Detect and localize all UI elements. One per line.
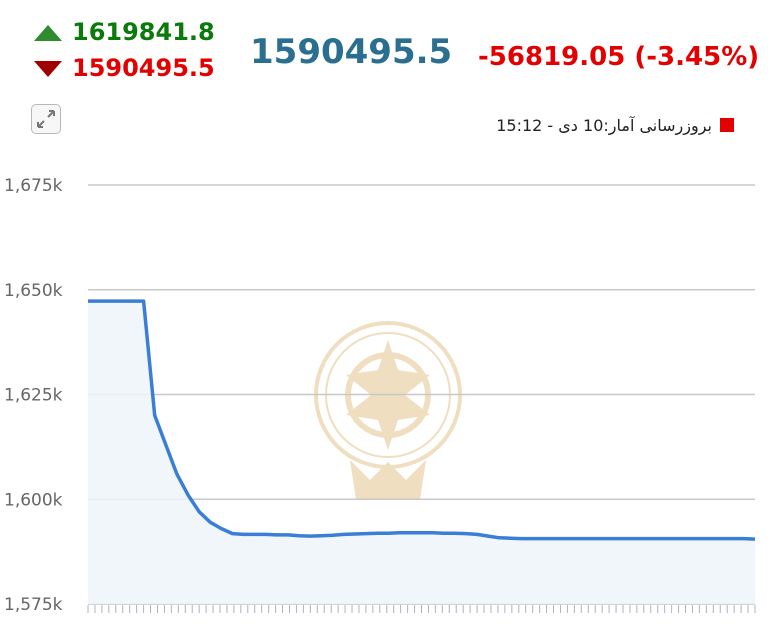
- y-tick-label: 1,650k: [4, 281, 63, 301]
- red-square-icon: [720, 118, 734, 132]
- low-value-row: 1590495.5: [34, 54, 215, 82]
- high-value: 1619841.8: [72, 18, 215, 46]
- y-tick-label: 1,600k: [4, 490, 63, 510]
- expand-icon: [37, 110, 55, 128]
- update-info: بروزرسانی آمار:10 دی - 15:12: [496, 116, 734, 135]
- change-display: -56819.05 (-3.45%): [478, 42, 759, 72]
- change-value: -56819.05: [478, 42, 626, 72]
- y-tick-label: 1,625k: [4, 386, 63, 406]
- update-text: بروزرسانی آمار:10 دی - 15:12: [496, 116, 712, 135]
- change-percent: (-3.45%): [634, 42, 760, 72]
- high-value-row: 1619841.8: [34, 18, 215, 46]
- triangle-down-icon: [34, 61, 62, 77]
- index-chart: 1,575k 1,600k 1,625k 1,650k 1,675k: [4, 176, 756, 615]
- expand-button[interactable]: [31, 104, 61, 134]
- y-tick-label: 1,675k: [4, 176, 63, 196]
- last-value: 1590495.5: [250, 32, 453, 72]
- logo-watermark: [314, 321, 462, 500]
- series-area: [88, 301, 755, 604]
- triangle-up-icon: [34, 25, 62, 41]
- y-tick-label: 1,575k: [4, 595, 63, 615]
- low-value: 1590495.5: [72, 54, 215, 82]
- series-line: [88, 299, 756, 541]
